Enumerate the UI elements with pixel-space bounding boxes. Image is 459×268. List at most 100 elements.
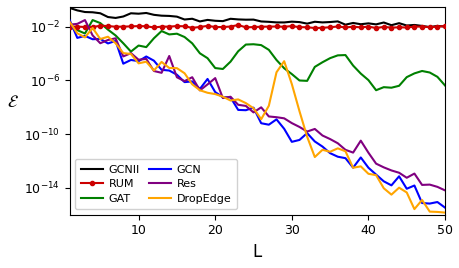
Res (365, 151, 370, 154)
GAT (311, 65, 317, 69)
GCNII (143, 11, 149, 14)
GAT (250, 43, 256, 46)
RUM (250, 25, 256, 29)
GCNII (105, 16, 111, 19)
GAT (197, 52, 202, 55)
GCNII (250, 18, 256, 21)
GCNII (220, 20, 225, 23)
GAT (419, 69, 424, 73)
DropEdge (181, 72, 187, 75)
GCNII (242, 18, 248, 21)
RUM (112, 25, 118, 28)
GCN (265, 123, 271, 126)
RUM (166, 25, 172, 28)
Res (235, 103, 241, 106)
GCNII (235, 18, 241, 21)
Res (411, 172, 416, 175)
RUM (197, 25, 202, 29)
DropEdge (265, 104, 271, 107)
Line: GAT: GAT (69, 20, 444, 90)
Res (97, 42, 103, 45)
DropEdge (334, 147, 340, 150)
Res (434, 185, 439, 188)
GCNII (357, 23, 363, 26)
Res (403, 176, 409, 179)
Res (250, 111, 256, 114)
Res (380, 166, 386, 169)
DropEdge (281, 59, 286, 63)
RUM (181, 25, 187, 28)
GAT (288, 72, 294, 76)
RUM (158, 25, 164, 28)
Res (166, 54, 172, 58)
RUM (189, 26, 195, 29)
GAT (258, 43, 263, 47)
GCN (135, 59, 141, 63)
Res (357, 139, 363, 142)
GAT (105, 28, 111, 31)
X-axis label: L: L (252, 243, 262, 261)
GCN (327, 152, 332, 155)
Res (281, 117, 286, 120)
DropEdge (105, 35, 111, 38)
GAT (304, 79, 309, 83)
RUM (120, 25, 126, 28)
RUM (242, 26, 248, 29)
GCN (403, 187, 409, 190)
GCNII (174, 15, 179, 18)
DropEdge (128, 53, 134, 56)
Res (426, 183, 431, 186)
GCN (166, 69, 172, 72)
GCN (281, 127, 286, 131)
GCN (357, 156, 363, 159)
GCN (151, 59, 157, 62)
Res (373, 162, 378, 165)
Res (242, 104, 248, 107)
RUM (220, 25, 225, 29)
GAT (396, 84, 401, 87)
GCNII (319, 21, 325, 24)
DropEdge (120, 51, 126, 55)
GCNII (67, 6, 72, 9)
RUM (365, 25, 370, 28)
RUM (281, 25, 286, 28)
DropEdge (82, 36, 88, 39)
DropEdge (357, 165, 363, 168)
GCN (128, 58, 134, 62)
GCN (74, 36, 80, 39)
RUM (350, 25, 355, 28)
GAT (296, 79, 302, 82)
GCN (419, 202, 424, 205)
GCNII (380, 21, 386, 24)
RUM (204, 24, 210, 28)
DropEdge (304, 135, 309, 138)
DropEdge (189, 83, 195, 86)
Res (388, 169, 393, 172)
GCN (258, 122, 263, 125)
RUM (97, 24, 103, 27)
DropEdge (220, 95, 225, 98)
RUM (327, 26, 332, 29)
RUM (357, 26, 363, 29)
Res (105, 38, 111, 42)
GAT (90, 18, 95, 22)
RUM (403, 26, 409, 29)
GCNII (273, 21, 279, 24)
GCN (296, 138, 302, 142)
GAT (128, 50, 134, 53)
DropEdge (112, 42, 118, 45)
GCN (426, 202, 431, 205)
GCN (304, 132, 309, 135)
DropEdge (380, 187, 386, 190)
GAT (181, 35, 187, 39)
GCNII (166, 14, 172, 17)
DropEdge (365, 172, 370, 176)
DropEdge (158, 60, 164, 64)
GAT (388, 86, 393, 89)
DropEdge (350, 166, 355, 169)
GCNII (388, 24, 393, 27)
RUM (174, 24, 179, 28)
GCNII (373, 23, 378, 26)
GCNII (112, 16, 118, 20)
Res (143, 57, 149, 61)
